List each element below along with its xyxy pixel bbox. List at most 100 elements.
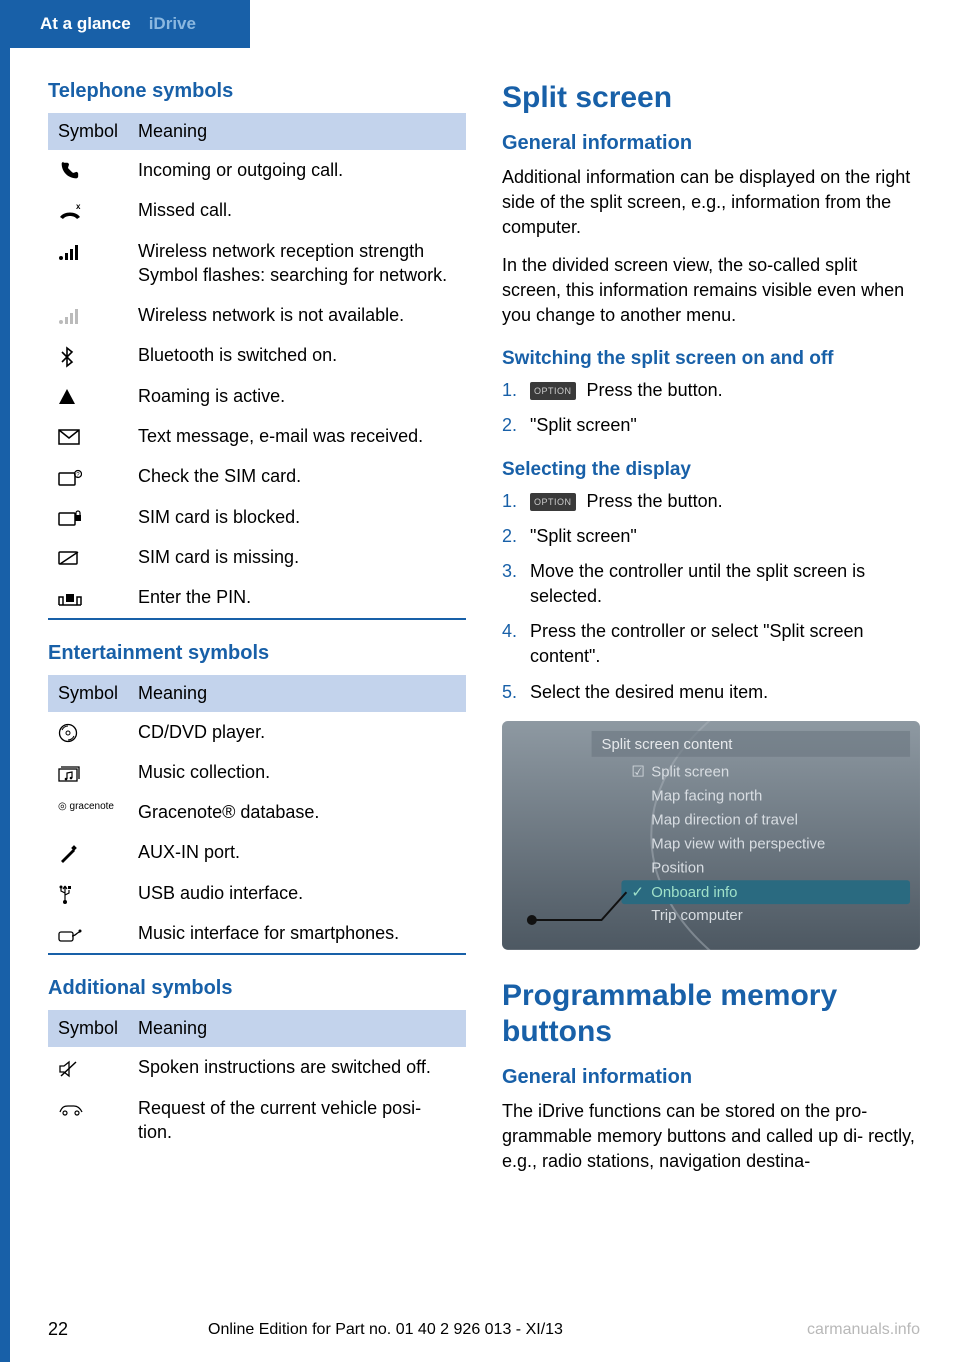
table-row: ? Check the SIM card.	[48, 456, 466, 496]
table-row: Request of the current vehicle posi‐ tio…	[48, 1088, 466, 1153]
enter-pin-icon	[48, 577, 128, 618]
svg-text:Map direction of travel: Map direction of travel	[651, 811, 798, 828]
table-header-meaning: Meaning	[128, 1010, 466, 1047]
table-row: Bluetooth is switched on.	[48, 335, 466, 375]
roaming-icon	[48, 376, 128, 416]
smartphone-music-icon	[48, 913, 128, 954]
sim-check-icon: ?	[48, 456, 128, 496]
gracenote-icon: ◎ gracenote	[48, 792, 128, 832]
step-text: Press the button.	[582, 380, 723, 400]
svg-text:Map view with perspective: Map view with perspective	[651, 835, 825, 852]
usb-icon	[48, 873, 128, 913]
svg-text:Split screen: Split screen	[651, 764, 729, 781]
list-item: OPTION Press the button.	[502, 378, 920, 403]
cd-icon	[48, 712, 128, 752]
menu-title: Split screen content	[602, 736, 734, 753]
list-item: "Split screen"	[502, 413, 920, 438]
list-item: OPTION Press the button.	[502, 489, 920, 514]
watermark: carmanuals.info	[807, 1321, 920, 1339]
selecting-steps: OPTION Press the button. "Split screen" …	[502, 489, 920, 705]
cell-meaning: Wireless network is not available.	[128, 295, 466, 335]
option-button-icon: OPTION	[530, 493, 576, 511]
list-item: "Split screen"	[502, 524, 920, 549]
cell-meaning: Bluetooth is switched on.	[128, 335, 466, 375]
cell-meaning: Incoming or outgoing call.	[128, 150, 466, 190]
svg-text:Position: Position	[651, 859, 704, 876]
footer-attribution: Online Edition for Part no. 01 40 2 926 …	[208, 1321, 563, 1339]
svg-text:Trip computer: Trip computer	[651, 907, 742, 924]
table-header-symbol: Symbol	[48, 675, 128, 712]
message-icon	[48, 416, 128, 456]
table-header-symbol: Symbol	[48, 1010, 128, 1047]
aux-icon	[48, 832, 128, 872]
prog-general-info-heading: General information	[502, 1066, 920, 1089]
table-row: Spoken instructions are switched off.	[48, 1047, 466, 1087]
step-text: Press the button.	[582, 491, 723, 511]
cell-meaning: Spoken instructions are switched off.	[128, 1047, 466, 1087]
cell-meaning: Enter the PIN.	[128, 577, 466, 618]
header-section-2: iDrive	[149, 14, 196, 34]
cell-meaning: AUX-IN port.	[128, 832, 466, 872]
cell-meaning: Missed call.	[128, 190, 466, 230]
table-row: Roaming is active.	[48, 376, 466, 416]
svg-text:Map facing north: Map facing north	[651, 787, 762, 804]
cell-meaning: CD/DVD player.	[128, 712, 466, 752]
missed-call-icon: x	[48, 190, 128, 230]
additional-symbols-table: Symbol Meaning Spoken instructions are s…	[48, 1010, 466, 1152]
table-row: Enter the PIN.	[48, 577, 466, 618]
sim-blocked-icon	[48, 497, 128, 537]
additional-symbols-heading: Additional symbols	[48, 977, 466, 1000]
right-column: Split screen General information Additio…	[502, 80, 920, 1186]
table-row: Wireless network is not available.	[48, 295, 466, 335]
switching-steps: OPTION Press the button. "Split screen"	[502, 378, 920, 438]
table-row: Text message, e-mail was received.	[48, 416, 466, 456]
svg-text:✓: ✓	[631, 884, 644, 901]
signal-icon	[48, 231, 128, 296]
cell-meaning: Music collection.	[128, 752, 466, 792]
entertainment-symbols-table: Symbol Meaning CD/DVD player. Music coll…	[48, 675, 466, 956]
telephone-symbols-heading: Telephone symbols	[48, 80, 466, 103]
table-header-meaning: Meaning	[128, 113, 466, 150]
switching-heading: Switching the split screen on and off	[502, 348, 920, 370]
table-row: SIM card is blocked.	[48, 497, 466, 537]
list-item: Select the desired menu item.	[502, 680, 920, 705]
cell-meaning: Wireless network reception strength Symb…	[128, 231, 466, 296]
table-row: ◎ gracenote Gracenote® database.	[48, 792, 466, 832]
page-body: Telephone symbols Symbol Meaning Incomin…	[0, 48, 960, 1186]
cell-meaning: Gracenote® database.	[128, 792, 466, 832]
list-item: Move the controller until the split scre…	[502, 559, 920, 609]
idrive-menu-screenshot: Split screen content ☑ Split screen Map f…	[502, 721, 920, 950]
telephone-symbols-table: Symbol Meaning Incoming or outgoing call…	[48, 113, 466, 620]
cell-meaning: Music interface for smartphones.	[128, 913, 466, 954]
table-row: USB audio interface.	[48, 873, 466, 913]
table-row: AUX-IN port.	[48, 832, 466, 872]
paragraph: Additional information can be displayed …	[502, 165, 920, 241]
table-row: CD/DVD player.	[48, 712, 466, 752]
svg-text:☑: ☑	[631, 764, 644, 781]
entertainment-symbols-heading: Entertainment symbols	[48, 642, 466, 665]
cell-meaning: Text message, e-mail was received.	[128, 416, 466, 456]
paragraph: In the divided screen view, the so-calle…	[502, 253, 920, 329]
general-info-heading: General information	[502, 132, 920, 155]
table-row: SIM card is missing.	[48, 537, 466, 577]
cell-meaning: SIM card is missing.	[128, 537, 466, 577]
cell-meaning: SIM card is blocked.	[128, 497, 466, 537]
table-header-symbol: Symbol	[48, 113, 128, 150]
cell-meaning: Request of the current vehicle posi‐ tio…	[128, 1088, 466, 1153]
table-row: Music collection.	[48, 752, 466, 792]
svg-text:Onboard info: Onboard info	[651, 884, 737, 901]
table-row: x Missed call.	[48, 190, 466, 230]
header-section-1: At a glance	[40, 14, 131, 34]
option-button-icon: OPTION	[530, 382, 576, 400]
table-row: Music interface for smartphones.	[48, 913, 466, 954]
sim-missing-icon	[48, 537, 128, 577]
vehicle-position-icon	[48, 1088, 128, 1153]
music-collection-icon	[48, 752, 128, 792]
page-header: At a glance iDrive	[0, 0, 250, 48]
page-footer: 22 Online Edition for Part no. 01 40 2 9…	[48, 1319, 920, 1340]
list-item: Press the controller or select "Split sc…	[502, 619, 920, 669]
phone-icon	[48, 150, 128, 190]
page-number: 22	[48, 1319, 68, 1340]
cell-meaning: USB audio interface.	[128, 873, 466, 913]
paragraph: The iDrive functions can be stored on th…	[502, 1099, 920, 1175]
